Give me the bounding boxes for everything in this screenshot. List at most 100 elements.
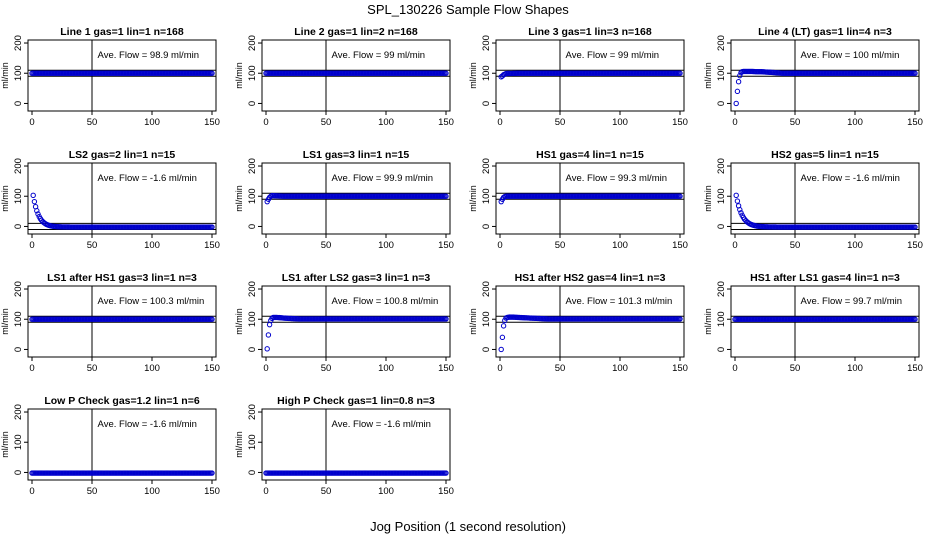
x-tick-label: 0: [29, 486, 34, 497]
data-series: [29, 70, 215, 76]
panel: High P Check gas=1 lin=0.8 n=3 ml/min 0 50 1…: [234, 395, 454, 497]
panel: HS1 after LS1 gas=4 lin=1 n=3 ml/min 0 50 10…: [703, 272, 923, 374]
avg-flow-annotation: Ave. Flow = 99.3 ml/min: [566, 173, 667, 184]
y-tick-label: 0: [481, 224, 492, 229]
data-point: [677, 70, 683, 76]
data-series: [30, 192, 215, 230]
x-tick-label: 0: [263, 117, 268, 128]
data-point: [500, 323, 507, 329]
y-tick-label: 0: [481, 101, 492, 106]
plot-frame: [730, 162, 920, 235]
y-tick-label: 200: [716, 158, 727, 174]
panel-title: HS2 gas=5 lin=1 n=15: [771, 149, 879, 161]
data-point: [735, 78, 742, 85]
x-tick-label: 150: [672, 117, 688, 128]
panel-title: HS1 after HS2 gas=4 lin=1 n=3: [515, 272, 666, 284]
x-tick-label: 150: [907, 363, 923, 374]
data-point: [34, 208, 40, 214]
data-series: [498, 70, 683, 80]
plot-frame: [261, 39, 451, 112]
x-tick-label: 150: [204, 117, 220, 128]
y-tick-label: 200: [13, 281, 24, 297]
x-tick-label: 50: [321, 240, 332, 251]
data-point: [499, 334, 506, 341]
data-point: [269, 315, 275, 322]
plot-frame: [730, 39, 920, 112]
y-tick-label: 200: [247, 35, 258, 51]
data-series: [498, 193, 683, 205]
panel-title: HS1 after LS1 gas=4 lin=1 n=3: [750, 272, 900, 284]
x-tick-label: 0: [263, 240, 268, 251]
x-tick-label: 100: [144, 486, 160, 497]
x-tick-label: 50: [555, 363, 566, 374]
y-tick-label: 0: [13, 101, 24, 106]
data-point: [738, 210, 744, 216]
data-point: [443, 470, 449, 476]
panel-title: Line 2 gas=1 lin=2 n=168: [294, 26, 418, 38]
x-tick-label: 50: [87, 240, 98, 251]
y-tick-label: 100: [481, 65, 492, 81]
x-tick-label: 50: [87, 117, 98, 128]
data-point: [677, 193, 683, 199]
y-axis-label: ml/min: [234, 185, 244, 212]
y-tick-label: 0: [13, 470, 24, 475]
page-title: SPL_130226 Sample Flow Shapes: [367, 2, 569, 17]
y-tick-label: 0: [13, 347, 24, 352]
y-tick-label: 100: [247, 188, 258, 204]
panel-title: Line 1 gas=1 lin=1 n=168: [60, 26, 184, 38]
panel: HS2 gas=5 lin=1 n=15 ml/min 0 50 100 150 0 100 2…: [703, 149, 923, 251]
x-tick-label: 50: [555, 240, 566, 251]
x-tick-label: 100: [144, 117, 160, 128]
y-tick-label: 0: [247, 470, 258, 475]
x-tick-label: 150: [438, 240, 454, 251]
data-series: [263, 470, 449, 476]
y-tick-label: 100: [247, 311, 258, 327]
plot-frame: [495, 39, 685, 112]
panel-title: LS2 gas=2 lin=1 n=15: [69, 149, 176, 161]
y-tick-label: 100: [716, 188, 727, 204]
panel: HS1 gas=4 lin=1 n=15 ml/min 0 50 100 150 0 100 2…: [468, 149, 688, 251]
data-point: [31, 198, 38, 205]
y-tick-label: 100: [13, 188, 24, 204]
x-tick-label: 150: [204, 486, 220, 497]
avg-flow-annotation: Ave. Flow = 99.9 ml/min: [332, 173, 433, 184]
y-axis-label: ml/min: [0, 431, 10, 458]
panel-title: Low P Check gas=1.2 lin=1 n=6: [44, 395, 199, 407]
data-point: [209, 224, 215, 230]
panel: LS1 after HS1 gas=3 lin=1 n=3 ml/min 0 50 10…: [0, 272, 220, 374]
x-tick-label: 100: [144, 363, 160, 374]
data-series: [264, 314, 449, 352]
avg-flow-annotation: Ave. Flow = 99.7 ml/min: [801, 296, 902, 307]
data-series: [264, 192, 449, 205]
x-tick-label: 50: [87, 486, 98, 497]
y-tick-label: 200: [481, 158, 492, 174]
data-point: [912, 70, 918, 76]
avg-flow-annotation: Ave. Flow = -1.6 ml/min: [98, 419, 197, 430]
data-series: [263, 70, 449, 76]
data-point: [498, 346, 504, 353]
y-axis-label: ml/min: [234, 308, 244, 335]
plot-frame: [261, 285, 451, 358]
data-series: [733, 192, 918, 230]
data-point: [209, 316, 215, 322]
y-tick-label: 0: [481, 347, 492, 352]
x-tick-label: 100: [847, 240, 863, 251]
plot-frame: [27, 285, 217, 358]
x-tick-label: 50: [790, 117, 801, 128]
data-point: [737, 72, 743, 79]
y-axis-label: ml/min: [234, 62, 244, 89]
x-tick-label: 50: [87, 363, 98, 374]
avg-flow-annotation: Ave. Flow = 101.3 ml/min: [566, 296, 673, 307]
plot-frame: [27, 39, 217, 112]
x-tick-label: 150: [438, 117, 454, 128]
x-tick-label: 50: [321, 117, 332, 128]
y-tick-label: 100: [13, 311, 24, 327]
avg-flow-annotation: Ave. Flow = -1.6 ml/min: [801, 173, 900, 184]
panel: LS1 after LS2 gas=3 lin=1 n=3 ml/min 0 50 10…: [234, 272, 454, 374]
data-point: [443, 193, 449, 199]
x-tick-label: 50: [790, 240, 801, 251]
x-tick-label: 0: [497, 240, 502, 251]
y-tick-label: 200: [247, 281, 258, 297]
data-series: [29, 470, 215, 476]
panel-title: Line 3 gas=1 lin=3 n=168: [528, 26, 652, 38]
